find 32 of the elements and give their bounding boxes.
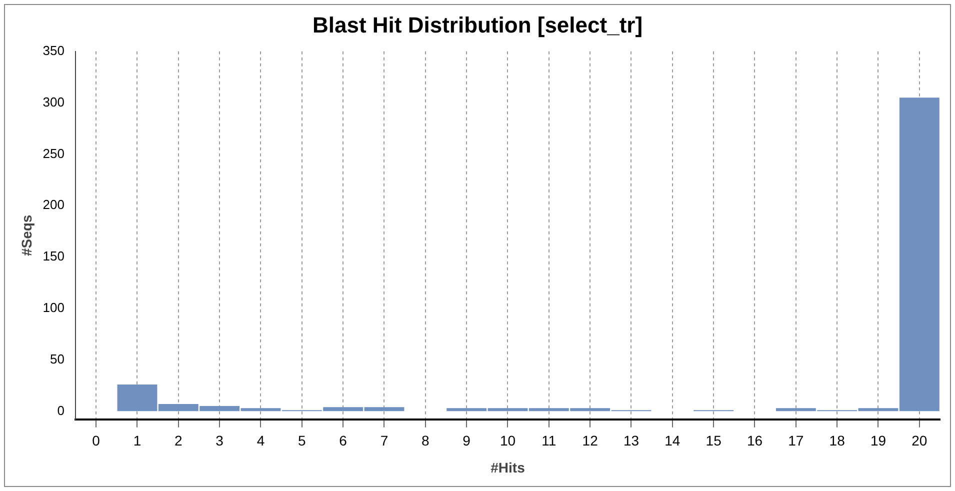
x-tick-label: 13 [623, 432, 640, 449]
y-tick-label: 0 [57, 402, 64, 418]
x-axis-title: #Hits [490, 459, 526, 476]
x-tick-label: 19 [870, 432, 886, 449]
x-tick-label: 12 [582, 432, 598, 449]
x-tick-label: 16 [746, 432, 763, 449]
x-tick-label: 17 [788, 432, 804, 449]
x-tick-label: 8 [422, 432, 430, 449]
y-tick-label: 250 [42, 146, 64, 161]
y-tick-label: 50 [50, 351, 64, 366]
x-tick-label: 3 [216, 432, 224, 449]
x-tick-label: 2 [174, 432, 183, 449]
x-tick-label: 1 [133, 432, 142, 449]
x-tick-label: 6 [339, 432, 348, 449]
chart-title: Blast Hit Distribution [select_tr] [312, 12, 643, 38]
x-tick-label: 9 [462, 432, 471, 449]
y-tick-label: 350 [42, 42, 64, 58]
x-tick-label: 10 [500, 432, 516, 449]
x-tick-label: 15 [706, 432, 722, 449]
x-tick-label: 18 [829, 432, 846, 449]
x-tick-label: 14 [664, 432, 680, 449]
y-tick-label: 100 [42, 300, 64, 315]
y-tick-label: 150 [42, 248, 64, 264]
x-tick-label: 20 [912, 432, 928, 449]
x-tick-label: 4 [256, 432, 265, 449]
x-tick-label: 5 [298, 432, 306, 449]
x-tick-label: 7 [380, 432, 388, 449]
y-tick-label: 200 [42, 197, 64, 212]
x-tick-label: 0 [92, 432, 100, 449]
y-tick-label: 300 [42, 94, 64, 110]
y-axis-title: #Seqs [18, 214, 34, 256]
x-tick-label: 11 [542, 432, 556, 449]
